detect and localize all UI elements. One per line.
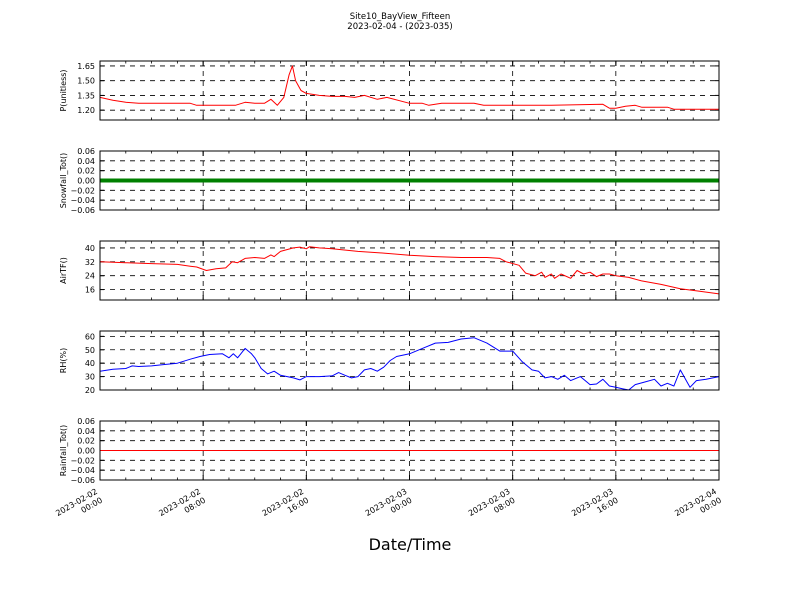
y-tick-label: 1.20 (77, 106, 95, 115)
panel-frame (99, 240, 720, 301)
x-tick-label: 2023-02-0208:00 (157, 487, 207, 527)
panel-4: −0.06−0.04−0.020.000.020.040.06 Rainfall_… (59, 417, 720, 485)
y-tick-label: 24 (85, 272, 95, 281)
series-line-0 (99, 65, 719, 110)
y-tick-label: 40 (85, 244, 95, 253)
panel-frame (99, 420, 720, 481)
y-tick-label: 0.00 (77, 177, 95, 186)
y-axis-label: Snowfall_Tot() (59, 153, 68, 209)
panel-1: −0.06−0.04−0.020.000.020.040.06 Snowfall_… (59, 147, 720, 215)
y-tick-label: 1.50 (77, 77, 95, 86)
y-tick-label: 20 (85, 386, 95, 395)
y-tick-label: −0.02 (70, 186, 95, 195)
y-axis-label: Rainfall_Tot() (59, 425, 68, 477)
y-tick-label: 0.02 (77, 437, 95, 446)
y-tick-label: 0.04 (77, 157, 95, 166)
x-tick-label: 2023-02-0300:00 (364, 487, 414, 527)
y-tick-label: 1.65 (77, 62, 95, 71)
chart-title: Site10_BayView_Fifteen (350, 12, 451, 22)
panels: 1.201.351.501.65P(unitless)−0.06−0.04−0.… (59, 60, 720, 485)
y-tick-label: 40 (85, 359, 95, 368)
x-tick-label: 2023-02-0216:00 (261, 487, 311, 527)
y-tick-label: 50 (85, 346, 95, 355)
series-line-2 (99, 246, 720, 295)
x-tick-label: 2023-02-0316:00 (570, 487, 620, 527)
y-tick-label: 0.06 (77, 147, 95, 156)
series-line-3 (99, 337, 720, 391)
y-tick-label: 0.02 (77, 167, 95, 176)
y-tick-label: −0.06 (70, 476, 95, 485)
panel-2: 16 24 32 40 AirTF() (59, 240, 720, 301)
x-tick-label: 2023-02-0200:00 (54, 487, 104, 527)
y-tick-label: −0.02 (70, 456, 95, 465)
chart-subtitle: 2023-02-04 - (2023-035) (347, 22, 452, 32)
panel-frame (99, 150, 720, 211)
panel-frame (99, 330, 720, 391)
y-tick-label: 0.06 (77, 417, 95, 426)
y-tick-label: 30 (85, 373, 95, 382)
y-tick-label: 32 (85, 258, 95, 267)
y-tick-label: −0.04 (70, 196, 95, 205)
y-tick-label: 0.00 (77, 447, 95, 456)
y-axis-label: P(unitless) (59, 69, 68, 111)
y-tick-label: 60 (85, 332, 95, 341)
y-tick-label: 16 (85, 286, 95, 295)
y-tick-label: −0.06 (70, 206, 95, 215)
y-axis-label: AirTF() (59, 257, 68, 284)
x-axis-label: Date/Time (369, 535, 452, 554)
y-axis-label: RH(%) (59, 348, 68, 373)
y-tick-label: 1.35 (77, 91, 95, 100)
x-axis-ticks: 2023-02-0200:00 2023-02-0208:00 2023-02-02… (54, 487, 723, 527)
x-tick-label: 2023-02-0400:00 (673, 487, 723, 527)
panel-3: 20 30 40 50 60 RH(%) (59, 330, 720, 395)
panel-0: 1.20 1.35 1.50 1.65 P(unitless) (59, 60, 720, 121)
y-tick-label: 0.04 (77, 427, 95, 436)
panel-frame (99, 60, 720, 121)
x-tick-label: 2023-02-0308:00 (467, 487, 517, 527)
y-tick-label: −0.04 (70, 466, 95, 475)
